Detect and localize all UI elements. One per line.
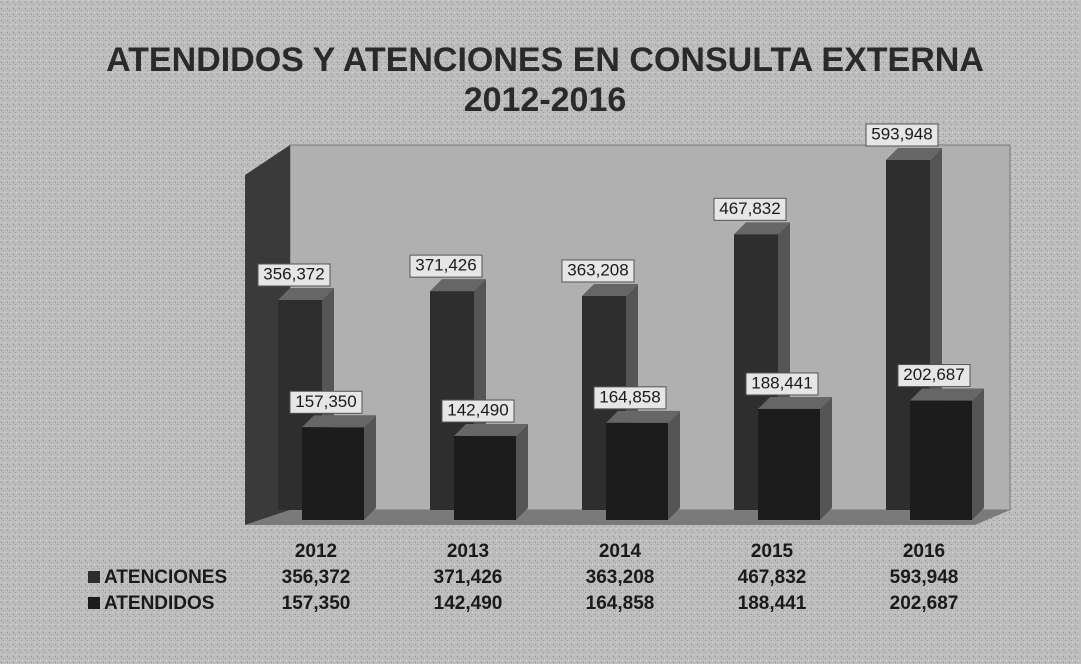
table-cell: 188,441 [738,593,807,614]
bar-top [886,148,942,160]
bar-side [668,410,680,520]
bar-top [278,287,334,300]
bar-side [516,424,528,520]
data-label: 164,858 [599,387,660,406]
data-label: 593,948 [871,124,932,143]
legend-label: ATENCIONES [104,567,227,588]
table-cell: 142,490 [434,593,503,614]
chart-subtitle: 2012-2016 [464,81,627,119]
bar [606,422,668,520]
table-cell: 363,208 [586,567,655,588]
data-label-box [289,390,363,414]
legend-label: ATENDIDOS [104,593,214,614]
table-cell: 157,350 [282,593,351,614]
x-tick-label: 2014 [599,541,642,562]
data-label-box [713,197,787,221]
bar-top [430,279,486,292]
x-tick-label: 2013 [447,541,489,562]
data-label: 157,350 [295,392,356,411]
x-tick-label: 2016 [903,541,945,562]
data-label-box [865,123,939,147]
legend-swatch [88,571,100,583]
data-label-box [257,263,331,287]
legend-swatch [88,597,100,609]
bar-top [910,388,984,401]
bar-top [758,396,832,409]
table-cell: 593,948 [890,567,959,588]
bar-side [972,388,984,520]
bar-side [820,396,832,520]
data-label: 467,832 [719,199,780,218]
data-label-box [897,364,971,388]
bar-top [454,424,528,437]
bar-top [582,283,638,296]
data-label-box [593,386,667,410]
table-cell: 371,426 [434,567,503,588]
data-label: 142,490 [447,401,508,420]
bar-top [734,222,790,235]
bar-side [364,415,376,520]
table-cell: 356,372 [282,567,351,588]
bar-top [302,415,376,428]
data-label: 363,208 [567,260,628,279]
data-label: 188,441 [751,373,812,392]
data-label-box [409,254,483,278]
data-label: 202,687 [903,365,964,384]
x-tick-label: 2015 [751,541,794,562]
data-label: 371,426 [415,256,476,275]
bar [910,400,972,520]
data-label-box [441,399,515,423]
bar [454,436,516,520]
bar-top [606,410,680,423]
table-cell: 467,832 [738,567,807,588]
table-cell: 202,687 [890,593,959,614]
table-cell: 164,858 [586,593,655,614]
data-label-box [745,372,819,396]
x-tick-label: 2012 [295,541,337,562]
bar [302,427,364,520]
bar [758,408,820,520]
data-label-box [561,259,635,283]
chart-title: ATENDIDOS Y ATENCIONES EN CONSULTA EXTER… [106,41,984,79]
data-label: 356,372 [263,264,324,283]
